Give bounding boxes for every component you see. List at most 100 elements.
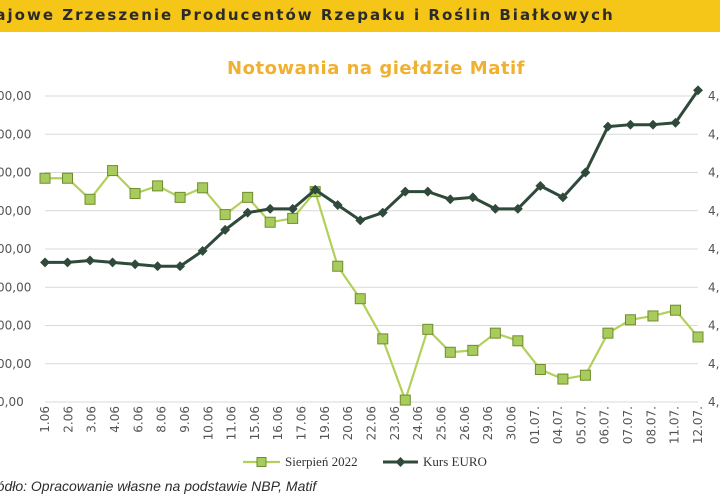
data-point-kurs-euro: [377, 207, 388, 218]
legend-marker-kurs-euro: [395, 457, 406, 467]
data-point-sierpien: [602, 327, 614, 339]
data-point-kurs-euro: [107, 257, 118, 268]
data-point-kurs-euro: [40, 257, 50, 268]
x-tick-label: 30.06: [504, 406, 518, 440]
x-tick-label: 25.06: [434, 406, 448, 440]
data-point-kurs-euro: [175, 261, 186, 272]
data-point-sierpien: [624, 314, 636, 326]
y-left-tick-label: 00,00: [0, 166, 31, 180]
legend-label-kurs-euro: Kurs EURO: [423, 454, 487, 469]
y-right-tick-label: 4,: [708, 242, 719, 256]
data-point-sierpien: [692, 331, 704, 343]
y-left-tick-label: 00,00: [0, 357, 31, 371]
data-point-kurs-euro: [693, 85, 703, 96]
data-point-sierpien: [557, 373, 569, 385]
x-tick-label: 17.06: [295, 406, 309, 440]
x-tick-label: 11.06: [225, 406, 239, 440]
data-point-kurs-euro: [85, 255, 95, 266]
y-right-tick-label: 4,: [708, 280, 719, 294]
data-point-sierpien: [62, 172, 74, 184]
data-point-kurs-euro: [62, 257, 73, 268]
y-right-tick-label: 4,: [708, 166, 719, 180]
x-tick-label: 29.06: [481, 406, 495, 440]
data-point-kurs-euro: [625, 119, 636, 130]
x-tick-label: 08.07.: [644, 406, 658, 444]
x-tick-label: 16.06: [271, 406, 285, 440]
data-point-kurs-euro: [445, 194, 456, 205]
x-tick-label: 1.06: [38, 406, 52, 433]
data-point-sierpien: [84, 193, 96, 205]
x-tick-label: 20.06: [341, 406, 355, 440]
data-point-sierpien: [422, 323, 434, 335]
legend-label-sierpien: Sierpień 2022: [285, 454, 358, 469]
data-point-kurs-euro: [670, 117, 681, 128]
data-point-sierpien: [264, 216, 276, 228]
y-right-tick-label: 4,: [708, 127, 719, 141]
data-point-sierpien: [444, 346, 456, 358]
data-point-sierpien: [129, 188, 141, 200]
x-tick-label: 9.06: [178, 406, 192, 433]
data-point-kurs-euro: [287, 203, 298, 214]
data-point-sierpien: [512, 335, 524, 347]
x-tick-label: 01.07.: [528, 406, 542, 444]
data-point-kurs-euro: [467, 192, 478, 203]
x-tick-label: 12.07.: [691, 406, 705, 444]
y-right-tick-label: 4,: [708, 204, 719, 218]
data-point-kurs-euro: [580, 167, 591, 178]
chart-title: Notowania na giełdzie Matif: [227, 58, 525, 79]
data-point-kurs-euro: [265, 203, 276, 214]
data-point-kurs-euro: [152, 261, 163, 272]
data-point-sierpien: [489, 327, 501, 339]
x-tick-label: 06.07.: [598, 406, 612, 444]
y-left-tick-label: 00,00: [0, 242, 31, 256]
data-point-kurs-euro: [400, 186, 411, 197]
x-tick-label: 6.06: [131, 406, 145, 433]
data-point-kurs-euro: [512, 203, 523, 214]
data-point-kurs-euro: [422, 186, 433, 197]
header-band: [0, 0, 720, 32]
y-left-tick-label: 00,00: [0, 89, 31, 103]
x-tick-label: 05.07.: [574, 406, 588, 444]
x-tick-label: 24.06: [411, 406, 425, 440]
y-right-tick-label: 4,: [708, 395, 719, 409]
data-point-kurs-euro: [602, 121, 613, 132]
data-point-kurs-euro: [355, 215, 366, 226]
data-point-sierpien: [39, 172, 51, 184]
y-right-tick-label: 4,: [708, 89, 719, 103]
x-tick-label: 23.06: [388, 406, 402, 440]
data-point-sierpien: [579, 369, 591, 381]
data-point-sierpien: [669, 304, 681, 316]
x-tick-label: 8.06: [155, 406, 169, 433]
data-point-sierpien: [467, 344, 479, 356]
data-point-sierpien: [534, 363, 546, 375]
x-tick-label: 2.06: [61, 406, 75, 433]
data-point-sierpien: [152, 180, 164, 192]
data-point-sierpien: [354, 293, 366, 305]
data-point-kurs-euro: [197, 245, 208, 256]
y-right-tick-label: 4,: [708, 319, 719, 333]
data-point-kurs-euro: [220, 224, 231, 235]
x-tick-label: 04.07.: [551, 406, 565, 444]
y-left-tick-label: 0,00: [0, 395, 24, 409]
data-point-sierpien: [174, 191, 186, 203]
series-line-sierpien: [45, 169, 699, 402]
y-left-tick-label: 00,00: [0, 280, 31, 294]
x-tick-label: 15.06: [248, 406, 262, 440]
data-point-kurs-euro: [332, 200, 343, 210]
x-tick-label: 22.06: [365, 406, 379, 440]
data-point-kurs-euro: [648, 119, 658, 130]
y-left-tick-label: 00,00: [0, 204, 31, 218]
x-tick-label: 4.06: [108, 406, 122, 433]
x-tick-label: 10.06: [201, 406, 215, 440]
data-point-kurs-euro: [557, 192, 568, 203]
data-point-kurs-euro: [535, 180, 546, 191]
x-tick-label: 26.06: [458, 406, 472, 440]
data-point-sierpien: [242, 191, 254, 203]
data-point-sierpien: [332, 260, 344, 272]
data-point-sierpien: [107, 165, 119, 177]
data-point-sierpien: [647, 310, 659, 322]
x-tick-label: 11.07.: [668, 406, 682, 444]
series-line-kurs-euro: [45, 89, 700, 268]
y-left-tick-label: 00,00: [0, 127, 31, 141]
